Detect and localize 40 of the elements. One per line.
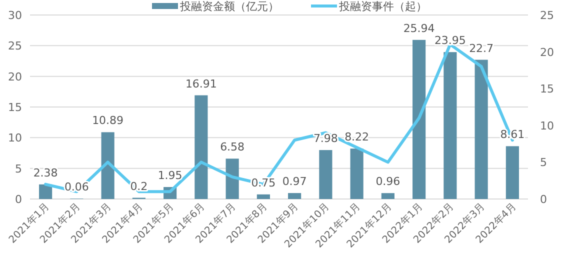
legend-label: 投融资金额（亿元） xyxy=(179,0,279,13)
bar xyxy=(226,158,239,199)
bar xyxy=(256,194,270,199)
y2-tick-label: 5 xyxy=(540,156,547,170)
y2-tick-label: 0 xyxy=(540,193,547,206)
legend-label: 投融资事件（起） xyxy=(338,0,427,13)
y-tick-label: 20 xyxy=(8,70,22,84)
bar xyxy=(101,132,114,199)
bar xyxy=(474,60,488,199)
bar xyxy=(506,146,519,199)
data-label: 0.97 xyxy=(282,175,307,188)
data-label: 10.89 xyxy=(92,114,124,128)
bar xyxy=(444,52,457,199)
data-label: 25.94 xyxy=(403,22,435,35)
y-tick-label: 10 xyxy=(8,132,22,145)
data-label: 6.58 xyxy=(220,140,245,154)
bar xyxy=(412,40,426,199)
data-label: 0.96 xyxy=(376,175,400,188)
bar xyxy=(381,193,394,199)
data-label: 1.95 xyxy=(158,169,182,182)
data-label: 2.38 xyxy=(33,166,58,180)
y-tick-label: 15 xyxy=(8,101,22,114)
data-label: 23.95 xyxy=(434,34,466,48)
data-label: 16.91 xyxy=(185,77,217,90)
y2-tick-label: 15 xyxy=(540,82,554,96)
bar xyxy=(350,148,364,199)
data-label: 22.7 xyxy=(469,42,494,55)
bar xyxy=(39,184,52,199)
y-tick-label: 30 xyxy=(8,9,22,22)
y-tick-label: 0 xyxy=(15,193,22,206)
bar xyxy=(288,193,302,199)
y2-tick-label: 20 xyxy=(540,46,554,59)
bar xyxy=(319,150,332,199)
data-label: 8.22 xyxy=(344,130,370,144)
y2-tick-label: 10 xyxy=(540,119,554,132)
y2-tick-label: 25 xyxy=(540,9,554,22)
y-tick-label: 5 xyxy=(15,162,22,176)
bar xyxy=(194,95,208,199)
data-label: 7.98 xyxy=(313,132,338,146)
y-tick-label: 25 xyxy=(8,40,22,53)
